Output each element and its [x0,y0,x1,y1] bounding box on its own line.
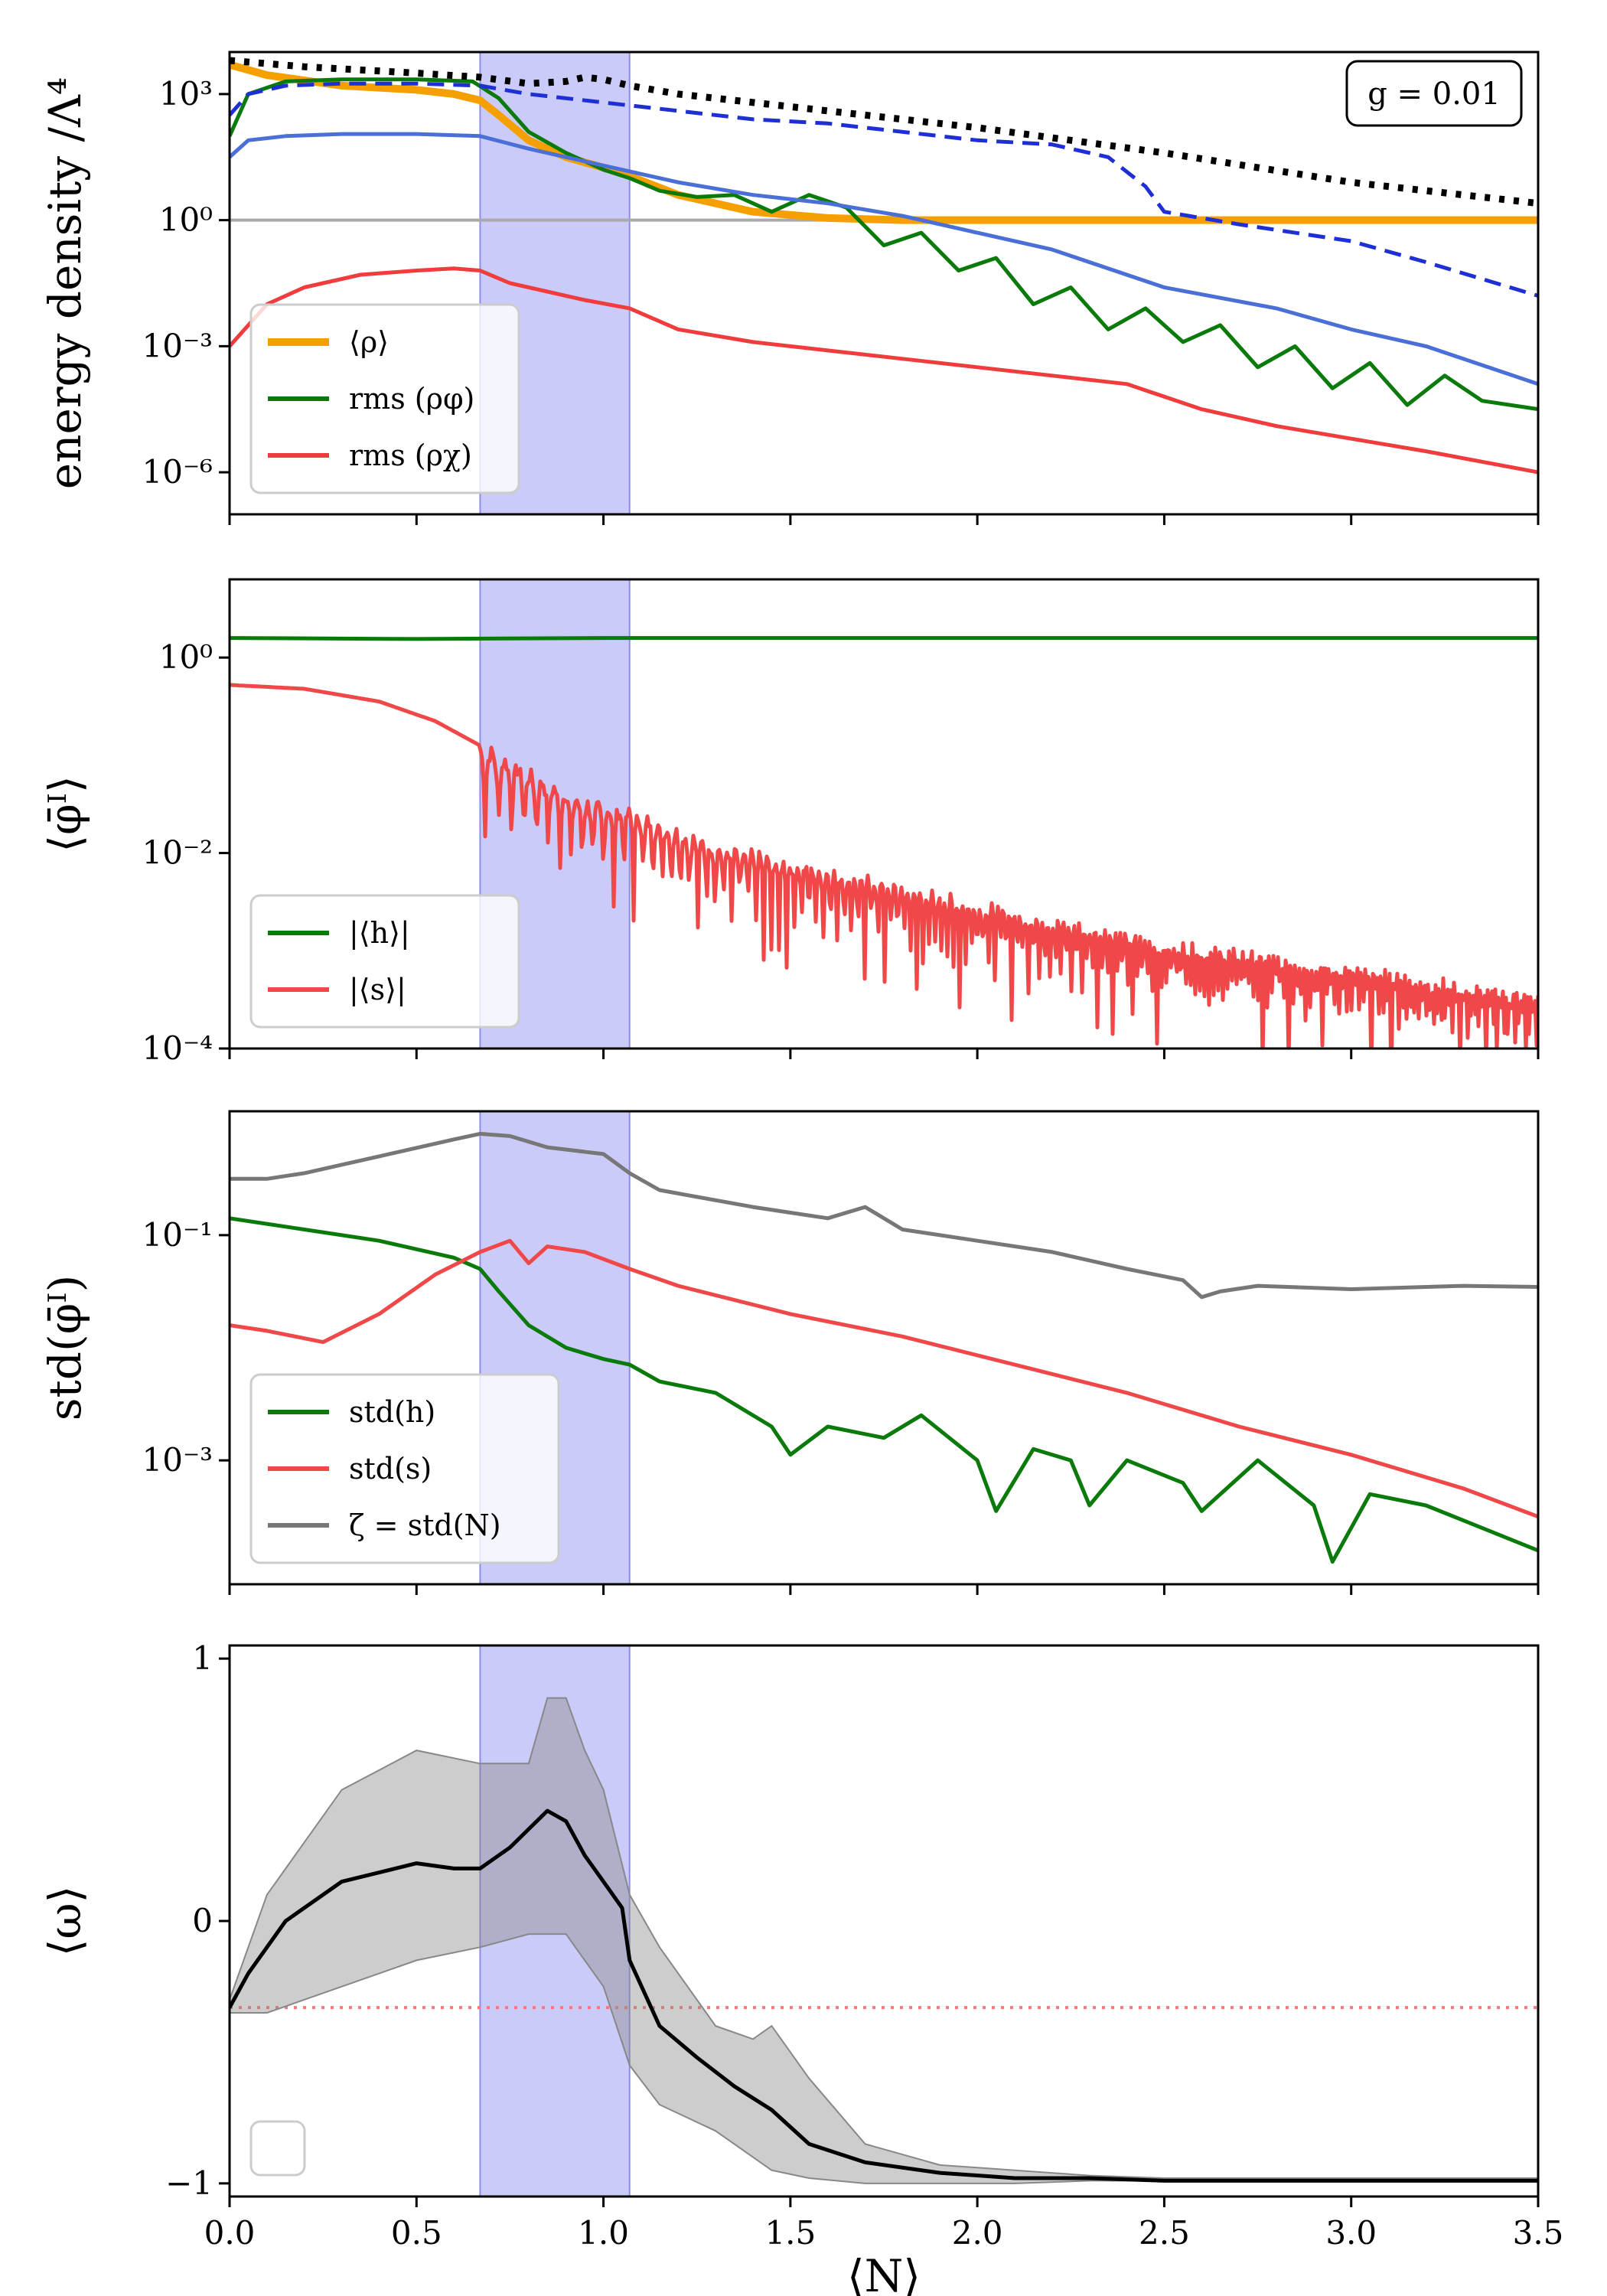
y-axis-label: ⟨φ̄ᴵ⟩ [39,775,91,852]
y-ticks: 10⁰ 10⁻² 10⁻⁴ [142,638,230,1067]
legend-label: ⟨ρ⟩ [349,325,389,359]
y-tick-label: 10⁰ [159,201,213,239]
y-axis-label: ⟨ω⟩ [39,1886,91,1957]
shaded-band-rect [479,1645,631,2197]
legend-frame [249,894,520,1029]
annotation-box: g = 0.01 [1345,60,1523,127]
legend-label: rms (ρχ) [349,439,472,472]
annotation-text: g = 0.01 [1367,77,1501,112]
x-tick-label: 1.0 [578,2214,629,2252]
series-line-3 [230,132,1538,386]
series-group [230,1131,1538,1564]
x-ticks [228,1049,1540,1059]
series-line-2 [230,1131,1538,1300]
y-tick-label: 10⁻³ [142,327,213,364]
y-ticks: 10⁻¹ 10⁻³ [142,1216,230,1479]
y-tick-label: 10⁻⁴ [142,1029,213,1067]
y-tick-label: 0 [192,1902,213,1939]
legend: ⟨ρ⟩ rms (ρφ) rms (ρχ) [249,303,520,494]
x-tick-label: 0.0 [204,2214,256,2252]
x-ticks [228,1584,1540,1595]
x-axis-label: ⟨N⟩ [847,2250,921,2296]
legend-frame [249,1373,560,1564]
y-tick-label: 10⁻² [142,834,213,872]
legend-label: ζ = std(N) [349,1508,501,1542]
panel-field-std: 10⁻¹ 10⁻³ std(φ̄ᴵ) std(h) std(s) ζ = std(N) [39,1110,1540,1595]
legend: std(h) std(s) ζ = std(N) [249,1373,560,1564]
shaded-band [479,1645,631,2197]
legend-label: |⟨h⟩| [349,916,410,950]
panel-energy-density: 10³ 10⁰ 10⁻³ 10⁻⁶ energy density /Λ⁴ g = 0.… [39,51,1540,525]
series-line-0 [230,636,1538,641]
series-group [230,57,1538,475]
panel-field-mean: 10⁰ 10⁻² 10⁻⁴ ⟨φ̄ᴵ⟩ |⟨h⟩| |⟨s⟩| [39,578,1540,1067]
series-line-1 [230,1238,1538,1519]
x-tick-label: 3.5 [1513,2214,1564,2252]
y-tick-label: 10⁻¹ [142,1216,213,1254]
y-tick-label: 1 [192,1639,213,1677]
y-axis-label: std(φ̄ᴵ) [39,1275,91,1420]
series-line-2 [230,266,1538,475]
x-tick-label: 2.0 [952,2214,1003,2252]
y-tick-label: 10⁻⁶ [142,453,213,491]
series-line-0 [230,1216,1538,1564]
x-ticks [228,514,1540,525]
legend: |⟨h⟩| |⟨s⟩| [249,894,520,1029]
series-line-0 [230,1808,1538,2183]
legend-frame [249,303,520,494]
axes-frame [228,51,1540,516]
legend-label: rms (ρφ) [349,382,474,416]
axes-frame [228,578,1540,1050]
x-tick-label: 0.5 [391,2214,442,2252]
series-line-4 [230,81,1538,298]
y-tick-label: 10⁰ [159,638,213,676]
legend-frame [249,2120,306,2177]
x-ticks [228,2197,1540,2207]
legend-label: std(h) [349,1395,435,1429]
y-ticks: 1 0 −1 [165,1639,230,2202]
series-group [230,636,1538,1049]
series-line-1 [230,77,1538,412]
y-tick-label: 10³ [159,75,213,113]
legend-label: std(s) [349,1452,432,1486]
std-band-area [230,1697,1538,2184]
y-ticks: 10³ 10⁰ 10⁻³ 10⁻⁶ [142,75,230,491]
y-axis-label: energy density /Λ⁴ [39,77,91,489]
x-tick-labels: 0.0 0.5 1.0 1.5 2.0 2.5 3.0 3.5 [204,2214,1564,2252]
legend [249,2120,306,2177]
y-tick-label: 10⁻³ [142,1441,213,1479]
series-line-5 [230,57,1538,207]
legend-label: |⟨s⟩| [349,973,406,1006]
y-tick-label: −1 [165,2164,213,2202]
series-line-0 [230,60,1538,224]
annotation-frame [1345,60,1523,127]
series-line-1 [230,683,1538,1049]
x-tick-label: 2.5 [1139,2214,1190,2252]
panel-omega: 1 0 −1 ⟨ω⟩ [39,1639,1540,2207]
x-tick-label: 3.0 [1325,2214,1377,2252]
axes-frame [228,1110,1540,1586]
x-tick-label: 1.5 [764,2214,816,2252]
series-group [230,1697,1538,2184]
